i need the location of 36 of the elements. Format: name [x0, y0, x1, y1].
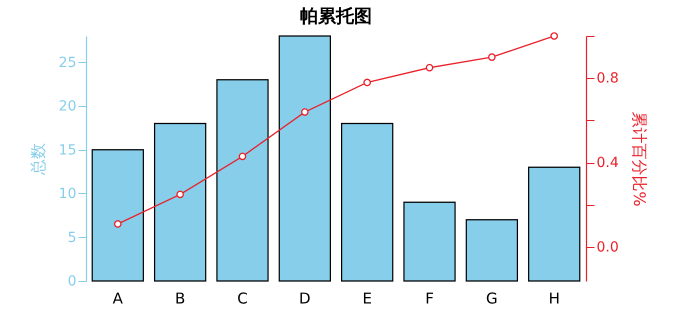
bar — [528, 166, 580, 282]
x-tick-label: D — [299, 290, 311, 308]
x-tick-label: A — [112, 290, 124, 308]
y2-tick-label: 0.4 — [596, 155, 619, 172]
x-tick-label: G — [486, 290, 498, 308]
bar — [466, 219, 518, 282]
y-tick-label: 0 — [68, 274, 76, 290]
point — [114, 220, 122, 228]
point — [488, 53, 496, 61]
point — [363, 78, 371, 86]
x-tick-label: H — [548, 290, 560, 308]
bar — [403, 202, 456, 282]
chart-title: 帕累托图 — [300, 6, 372, 28]
y2-tick-label: 0.0 — [596, 240, 619, 256]
y-tick-label: 20 — [58, 98, 76, 114]
y-axis-title: 总数 — [28, 143, 48, 176]
bar — [216, 79, 269, 282]
bar — [278, 35, 331, 282]
point — [301, 108, 309, 116]
bar — [154, 122, 206, 282]
bar — [341, 122, 394, 282]
point — [550, 32, 558, 40]
bar — [92, 149, 144, 282]
y-tick-label: 5 — [68, 230, 76, 246]
point — [176, 190, 184, 198]
x-tick-label: F — [425, 290, 434, 308]
y2-axis-title: 累计百分比% — [630, 111, 649, 207]
y-tick-label: 25 — [58, 54, 76, 71]
y-tick-label: 15 — [58, 142, 76, 158]
x-tick-label: C — [237, 290, 248, 308]
x-tick-label: E — [362, 290, 372, 308]
y-tick-label: 10 — [58, 186, 76, 202]
y2-tick-label: 0.8 — [596, 70, 619, 87]
point — [238, 152, 246, 160]
point — [426, 64, 434, 72]
x-tick-label: B — [174, 290, 186, 308]
